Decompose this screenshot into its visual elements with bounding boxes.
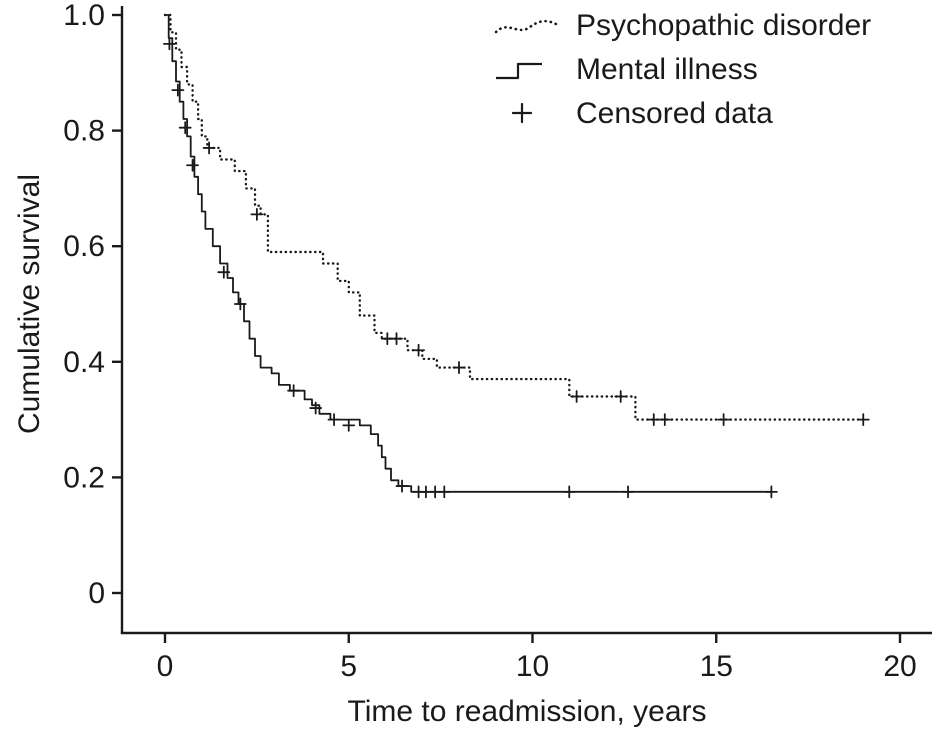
dotted-line-icon [494, 19, 560, 34]
y-tick-label: 0.6 [63, 230, 105, 263]
x-tick-label: 20 [883, 650, 916, 683]
censored-marks-mental-illness [163, 37, 778, 499]
legend-label-censored-data: Censored data [576, 97, 773, 130]
y-tick-label: 1.0 [63, 0, 105, 32]
legend-item-mental-illness: Mental illness [492, 48, 871, 92]
x-tick-label: 5 [340, 650, 357, 683]
x-tick-label: 10 [516, 650, 549, 683]
legend-label-mental-illness: Mental illness [576, 53, 758, 86]
y-tick-label: 0.2 [63, 461, 105, 494]
legend-label-psychopathic-disorder: Psychopathic disorder [576, 9, 872, 42]
survival-curve-mental-illness [165, 14, 772, 493]
axes: 0 0.2 0.4 0.6 0.8 1.0 0 5 10 15 20 [63, 0, 932, 683]
x-tick-label: 15 [700, 650, 733, 683]
y-tick-label: 0.8 [63, 115, 105, 148]
legend-item-psychopathic-disorder: Psychopathic disorder [492, 4, 871, 48]
legend-item-censored-data: Censored data [492, 92, 871, 136]
plus-marker-icon [511, 102, 533, 124]
y-tick-label: 0.4 [63, 346, 105, 379]
y-tick-label: 0 [88, 577, 105, 610]
y-axis-label: Cumulative survival [13, 173, 46, 435]
x-tick-label: 0 [157, 650, 174, 683]
x-axis-label: Time to readmission, years [347, 695, 707, 728]
survival-curve-psychopathic-disorder [163, 13, 865, 421]
legend: Psychopathic disorder Mental illness Cen… [492, 4, 871, 136]
censored-marks-psychopathic-disorder [202, 141, 870, 427]
solid-step-line-icon [496, 62, 542, 80]
